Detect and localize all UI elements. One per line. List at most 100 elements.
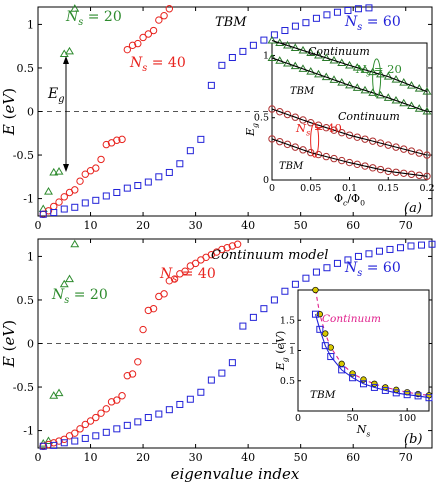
panel-letter: (a) — [404, 201, 422, 216]
inset-marker — [330, 154, 338, 163]
arrow-head-down — [63, 164, 69, 172]
inset-marker — [392, 389, 400, 397]
inset-label-tbm-1: TBM — [290, 86, 315, 97]
data-point-triangle — [44, 436, 53, 445]
x-tick-label: 50 — [294, 451, 308, 464]
data-point-square — [323, 264, 331, 272]
data-point-square — [92, 432, 100, 440]
inset-label-continuum-1: Continuum — [308, 45, 370, 58]
data-point-square — [197, 388, 205, 396]
data-point-circle — [155, 16, 163, 24]
inset-x-label: Ns — [356, 423, 371, 438]
arrow-head-up — [63, 56, 69, 64]
x-tick-label: 60 — [346, 451, 360, 464]
data-point-square — [113, 188, 121, 196]
y-axis-label: E (eV) — [0, 88, 18, 136]
data-point-circle — [55, 437, 63, 445]
inset-marker — [338, 360, 345, 367]
inset-marker — [349, 370, 356, 377]
data-point-square — [302, 274, 310, 282]
inset-marker — [314, 121, 323, 129]
y-tick-label: 0 — [27, 338, 34, 351]
inset-marker — [384, 141, 392, 149]
panel-title: TBM — [215, 15, 247, 30]
data-point-circle — [149, 304, 158, 313]
data-point-square — [134, 418, 142, 426]
inset-curve — [271, 39, 428, 93]
data-point-circle — [113, 396, 121, 404]
inset-b: 0 50 100 0.5 1 1.5 Continuum TBM Eg (eV) Ns — [274, 286, 433, 438]
y-tick-label: -0.5 — [13, 149, 34, 162]
data-point-square — [302, 19, 310, 27]
data-point-square — [186, 147, 194, 155]
inset-label-tbm-2: TBM — [279, 161, 304, 172]
inset-marker — [370, 383, 378, 391]
data-point-circle — [181, 267, 189, 275]
data-point-square — [165, 406, 173, 414]
inset-marker — [415, 149, 423, 157]
inset-marker — [407, 147, 416, 155]
data-point-square — [176, 400, 184, 408]
data-point-square — [428, 240, 436, 248]
data-point-square — [176, 160, 184, 168]
inset-curve — [271, 108, 428, 156]
y-tick-label: 1 — [27, 18, 34, 31]
data-point-square — [281, 27, 289, 35]
data-point-circle — [86, 417, 95, 425]
data-point-circle — [55, 198, 63, 206]
data-point-triangle — [49, 167, 59, 176]
inset-marker — [299, 116, 307, 124]
label-ns20: Ns = 20 — [65, 9, 122, 28]
data-point-circle — [71, 186, 79, 194]
data-point-circle — [233, 240, 242, 248]
y-tick-label: -0.5 — [13, 381, 34, 394]
data-point-square — [50, 441, 58, 449]
inset-marker — [291, 113, 299, 121]
data-point-square — [291, 280, 299, 288]
data-point-square — [228, 54, 236, 62]
inset-y-tick-label: 0.5 — [254, 113, 269, 124]
inset-marker — [268, 135, 276, 143]
inset-label-ns20: Ns = 20 — [355, 62, 402, 78]
data-point-circle — [134, 358, 142, 366]
data-point-square — [333, 259, 341, 267]
inset-marker — [299, 146, 307, 154]
inset-label-continuum-2: Continuum — [338, 110, 400, 123]
x-tick-label: 0 — [35, 451, 42, 464]
inset-marker — [322, 123, 330, 132]
data-point-square — [60, 439, 68, 447]
y-axis-label: E (eV) — [0, 320, 18, 368]
inset-marker — [425, 394, 433, 402]
data-point-circle — [118, 135, 126, 144]
data-point-triangle — [54, 388, 64, 397]
data-point-circle — [191, 259, 200, 268]
inset-marker — [360, 380, 367, 388]
data-point-circle — [128, 370, 137, 378]
data-point-square — [344, 6, 352, 14]
inset-x-label: Φc/Φ0 — [334, 192, 365, 207]
inset-marker — [291, 143, 299, 151]
data-point-square — [386, 245, 394, 253]
label-ns60: Ns = 60 — [344, 14, 401, 33]
x-tick-label: 40 — [241, 451, 255, 464]
data-point-circle — [228, 242, 237, 250]
inset-ellipse — [372, 58, 382, 98]
x-tick-label: 20 — [136, 219, 150, 232]
data-point-square — [92, 196, 100, 204]
data-point-circle — [139, 33, 147, 42]
data-point-square — [407, 242, 415, 250]
inset-marker — [345, 131, 354, 139]
data-point-square — [60, 205, 68, 213]
data-point-square — [123, 421, 131, 429]
data-point-circle — [223, 244, 231, 252]
data-point-square — [165, 168, 173, 176]
inset-marker — [327, 353, 335, 361]
x-tick-label: 10 — [84, 451, 98, 464]
inset-x-tick-label: 50 — [347, 413, 359, 424]
data-point-square — [260, 305, 268, 313]
x-tick-label: 20 — [136, 451, 150, 464]
label-ns60: Ns = 60 — [344, 260, 401, 279]
data-point-triangle — [70, 4, 80, 12]
inset-marker — [376, 139, 385, 147]
data-point-square — [281, 287, 289, 295]
